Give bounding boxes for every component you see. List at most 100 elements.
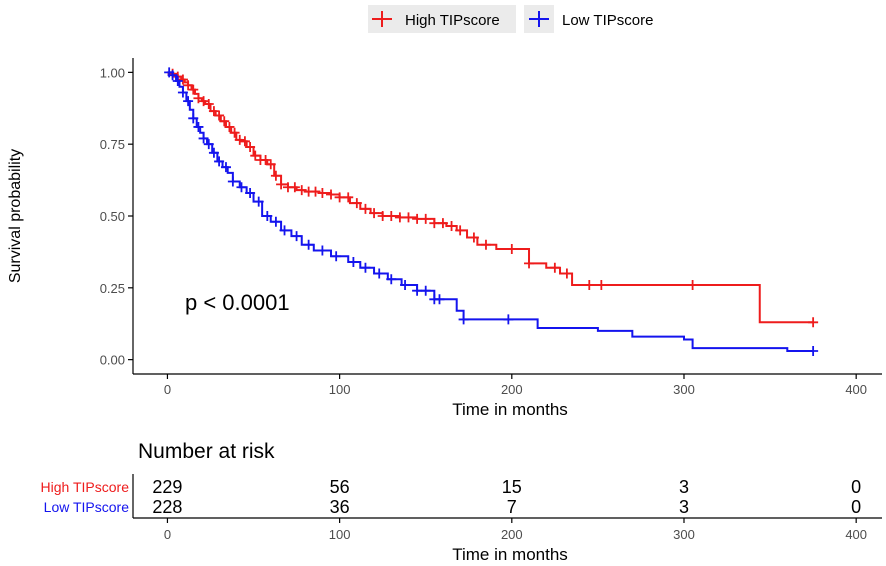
risk-x-tick-label: 300 xyxy=(673,527,695,542)
risk-value: 3 xyxy=(679,497,689,517)
risk-x-tick-label: 200 xyxy=(501,527,523,542)
censor-mark xyxy=(279,225,290,236)
censor-mark xyxy=(183,96,194,107)
censor-mark xyxy=(394,212,405,223)
censor-mark xyxy=(468,232,479,243)
censor-mark xyxy=(198,96,209,107)
censor-mark xyxy=(270,170,281,181)
risk-x-tick-label: 400 xyxy=(845,527,867,542)
censor-mark xyxy=(360,203,371,214)
censor-mark xyxy=(188,84,199,95)
censor-mark xyxy=(348,256,359,267)
censor-mark xyxy=(561,268,572,279)
y-tick-label: 0.75 xyxy=(100,137,125,152)
censor-mark xyxy=(360,262,371,273)
censor-mark xyxy=(386,211,397,221)
censor-mark xyxy=(584,279,595,290)
censor-mark xyxy=(420,285,431,296)
censor-mark xyxy=(208,106,219,117)
censor-mark xyxy=(239,136,250,147)
censor-mark xyxy=(351,198,362,209)
survival-curves xyxy=(164,67,819,357)
risk-value: 228 xyxy=(152,497,182,517)
risk-value: 7 xyxy=(507,497,517,517)
risk-x-ticks: 0 100 200 300 400 xyxy=(164,518,867,542)
censor-mark xyxy=(480,239,491,250)
censor-mark xyxy=(310,186,321,197)
censor-mark xyxy=(549,262,560,273)
censor-mark xyxy=(377,211,388,221)
censor-mark xyxy=(198,133,209,144)
censor-mark xyxy=(234,134,245,145)
censor-mark xyxy=(245,142,256,153)
censor-mark xyxy=(808,317,819,328)
censor-mark xyxy=(253,196,264,207)
censor-mark xyxy=(229,127,240,138)
censor-mark xyxy=(265,159,276,170)
risk-x-tick-label: 100 xyxy=(329,527,351,542)
x-tick-label: 100 xyxy=(329,382,351,397)
censor-mark xyxy=(524,258,535,269)
censor-mark xyxy=(236,182,247,193)
censor-mark xyxy=(437,218,448,229)
censor-mark xyxy=(177,87,188,98)
censor-mark xyxy=(503,314,514,325)
censor-mark xyxy=(458,314,469,325)
censor-mark xyxy=(262,211,273,221)
x-tick-label: 200 xyxy=(501,382,523,397)
censor-mark xyxy=(219,116,230,127)
y-axis-label: Survival probability xyxy=(7,149,24,283)
censor-mark xyxy=(250,150,261,161)
censor-mark xyxy=(326,189,337,200)
censor-mark xyxy=(227,176,238,187)
censor-mark xyxy=(334,192,345,203)
survival-curve-high xyxy=(167,71,814,324)
censor-mark xyxy=(374,268,385,279)
risk-value: 36 xyxy=(330,497,350,517)
legend-key-high-bg xyxy=(368,5,516,33)
censor-mark xyxy=(276,179,287,190)
censor-mark xyxy=(317,245,328,256)
p-value-annotation: p < 0.0001 xyxy=(185,290,290,315)
censor-mark xyxy=(412,285,423,296)
censor-mark xyxy=(808,346,819,357)
censor-mark xyxy=(270,216,281,227)
risk-value: 0 xyxy=(851,497,861,517)
risk-row-label-low: Low TIPscore xyxy=(44,499,130,515)
censor-mark xyxy=(167,70,178,81)
censor-mark xyxy=(177,74,188,85)
legend-label-low: Low TIPscore xyxy=(562,12,653,29)
censor-mark xyxy=(188,113,199,124)
censor-mark xyxy=(412,213,423,224)
censor-mark xyxy=(343,192,354,203)
censor-mark xyxy=(386,274,397,285)
censor-mark xyxy=(446,221,457,232)
censor-mark xyxy=(434,294,445,305)
x-axis-label: Time in months xyxy=(452,400,568,419)
censor-mark xyxy=(183,80,194,91)
risk-value: 56 xyxy=(330,477,350,497)
x-tick-label: 400 xyxy=(845,382,867,397)
y-tick-label: 0.50 xyxy=(100,209,125,224)
risk-value: 0 xyxy=(851,477,861,497)
censor-mark xyxy=(260,154,271,165)
legend-label-high: High TIPscore xyxy=(405,12,500,29)
censor-mark xyxy=(420,213,431,224)
y-tick-label: 0.00 xyxy=(100,353,125,368)
censor-mark xyxy=(172,75,183,86)
censor-mark xyxy=(303,239,314,250)
censor-mark xyxy=(429,218,440,229)
y-tick-label: 1.00 xyxy=(100,65,125,80)
censor-mark xyxy=(687,279,698,290)
y-tick-label: 0.25 xyxy=(100,281,125,296)
censor-mark xyxy=(224,121,235,132)
censor-mark xyxy=(289,182,300,193)
censor-mark xyxy=(296,185,307,196)
censor-mark xyxy=(317,188,328,199)
censor-mark xyxy=(596,279,607,290)
risk-table-title: Number at risk xyxy=(138,440,275,463)
risk-x-axis-label: Time in months xyxy=(452,545,568,564)
censor-mark xyxy=(506,244,517,255)
risk-row-label-high: High TIPscore xyxy=(41,479,130,495)
